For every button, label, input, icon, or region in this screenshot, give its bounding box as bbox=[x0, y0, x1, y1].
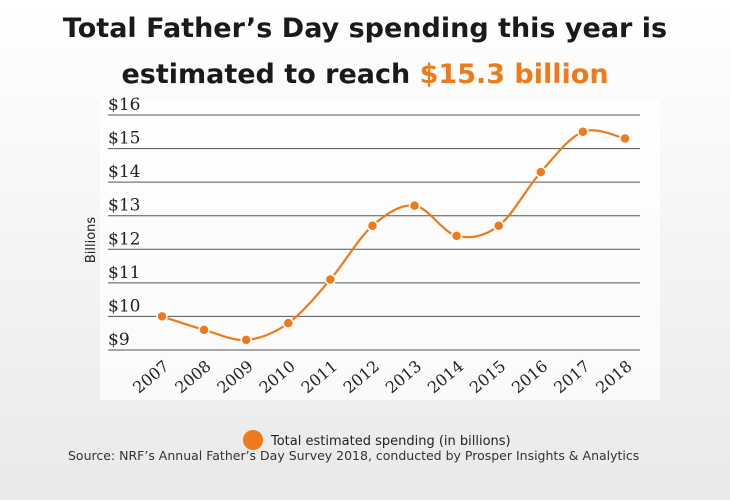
data-point bbox=[450, 230, 463, 242]
legend-label: Total estimated spending (in billions) bbox=[270, 434, 511, 449]
series-line bbox=[161, 129, 626, 342]
data-point bbox=[324, 273, 337, 286]
y-tick-label: $16 bbox=[108, 95, 140, 115]
x-tick-label: 2016 bbox=[508, 357, 551, 398]
data-point bbox=[619, 132, 631, 145]
data-point bbox=[408, 199, 421, 212]
data-point bbox=[198, 324, 210, 336]
data-point bbox=[156, 310, 168, 323]
y-tick-label: $15 bbox=[108, 129, 140, 149]
y-axis-label: Billions bbox=[84, 217, 99, 264]
chart-title-line-1: Total Father’s Day spending this year is bbox=[62, 13, 668, 44]
x-tick-label: 2012 bbox=[340, 357, 383, 398]
y-tick-label: $13 bbox=[108, 196, 140, 216]
x-tick-label: 2007 bbox=[129, 357, 172, 398]
data-point bbox=[282, 317, 295, 329]
x-tick-label: 2014 bbox=[424, 357, 467, 398]
data-point bbox=[535, 166, 547, 178]
x-tick-label: 2017 bbox=[550, 357, 593, 398]
data-point bbox=[366, 220, 379, 232]
gridlines bbox=[108, 114, 640, 351]
y-axis-ticks: $9 $10 $11 $12 $13 $14 $15 $16 bbox=[108, 95, 140, 350]
chart-title-line-2: estimated to reach $15.3 billion bbox=[0, 58, 730, 92]
x-tick-label: 2015 bbox=[466, 357, 509, 398]
x-tick-label: 2011 bbox=[298, 357, 341, 398]
x-axis-ticks: 2007200820092010201120122013201420152016… bbox=[129, 357, 635, 398]
chart-title-highlight: $15.3 billion bbox=[419, 59, 609, 90]
x-tick-label: 2018 bbox=[592, 357, 635, 398]
y-tick-label: $14 bbox=[108, 162, 140, 182]
x-tick-label: 2013 bbox=[382, 357, 425, 398]
y-tick-label: $10 bbox=[108, 296, 140, 316]
data-point bbox=[240, 334, 252, 346]
series-points bbox=[156, 126, 631, 346]
y-tick-label: $11 bbox=[108, 263, 140, 283]
y-tick-label: $12 bbox=[108, 229, 140, 249]
chart-title-prefix: estimated to reach bbox=[121, 59, 420, 90]
x-tick-label: 2008 bbox=[171, 357, 214, 398]
x-tick-label: 2010 bbox=[255, 357, 298, 398]
data-point bbox=[577, 126, 589, 138]
source-note: Source: NRF’s Annual Father’s Day Survey… bbox=[68, 448, 640, 463]
y-tick-label: $9 bbox=[108, 330, 130, 350]
legend-marker bbox=[243, 430, 263, 450]
data-point bbox=[492, 220, 505, 232]
x-tick-label: 2009 bbox=[213, 357, 256, 398]
legend: Total estimated spending (in billions) bbox=[243, 430, 511, 450]
